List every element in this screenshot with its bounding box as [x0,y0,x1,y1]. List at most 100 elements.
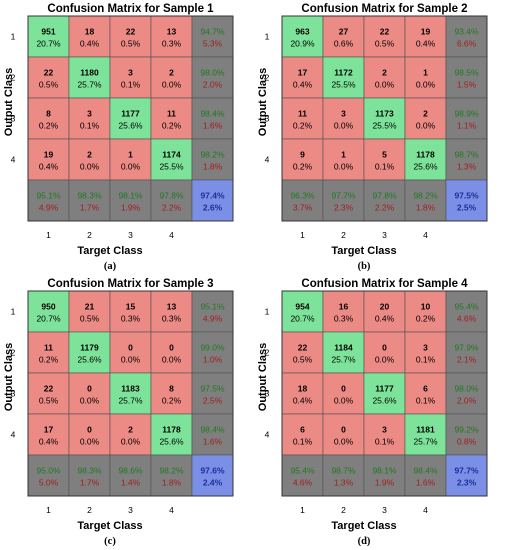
y-tick-label: 4 [265,155,270,165]
y-tick-label: 4 [265,430,270,440]
y-tick-label: 4 [11,155,16,165]
column-summary-cell [109,454,152,497]
x-tick-label: 2 [87,230,92,240]
off-diagonal-cell [68,138,111,181]
panel-label: (c) [104,536,116,547]
cell-value: 98.6% [118,466,143,476]
cell-value: 98.3% [77,191,102,201]
cell-value: 11 [298,109,307,119]
cell-percent: 25.5% [159,162,184,172]
column-summary-cell [404,179,447,222]
y-tick-label: 2 [11,73,16,83]
cell-value: 2 [423,109,428,119]
cell-value: 21 [85,302,95,312]
cell-value: 22 [126,27,136,37]
off-diagonal-cell [363,138,406,181]
confusion-matrix-panel-b: Confusion Matrix for Sample 2 963 20.9% 27 0… [254,0,507,275]
cell-value: 1181 [416,425,435,435]
cell-percent: 3.7% [293,203,313,213]
cell-value: 98.3% [77,466,102,476]
column-summary-cell [27,179,70,222]
cell-value: 2 [87,150,92,160]
cell-value: 17 [298,68,308,78]
off-diagonal-cell [150,56,193,99]
cell-percent: 0.8% [457,437,477,447]
diagonal-cell [404,413,447,456]
cell-value: 17 [44,425,54,435]
cell-percent: 1.7% [80,203,100,213]
cell-value: 18 [85,27,95,37]
off-diagonal-cell [27,56,70,99]
cell-value: 951 [41,27,55,37]
panel-label: (a) [104,261,117,272]
off-diagonal-cell [404,372,447,415]
cell-value: 3 [128,68,133,78]
cell-percent: 0.2% [39,121,59,131]
off-diagonal-cell [404,290,447,333]
y-tick-label: 3 [265,114,270,124]
off-diagonal-cell [27,331,70,374]
confusion-matrix-chart-a: Confusion Matrix for Sample 195120.7%180… [3,3,234,272]
off-diagonal-cell [109,138,152,181]
off-diagonal-cell [363,56,406,99]
row-summary-cell [191,331,234,374]
cell-value: 1183 [121,384,140,394]
x-axis-label: Target Class [77,245,142,257]
cell-value: 2 [169,68,174,78]
cell-percent: 0.1% [416,355,436,365]
off-diagonal-cell [281,331,324,374]
off-diagonal-cell [281,56,324,99]
cell-value: 97.6% [200,466,225,476]
y-tick-label: 4 [11,430,16,440]
cell-percent: 0.4% [293,80,313,90]
panel-label: (b) [358,261,371,272]
cell-value: 99.2% [454,425,479,435]
cell-percent: 25.5% [372,121,397,131]
cell-value: 98.1% [118,191,143,201]
y-tick-label: 2 [265,73,270,83]
cell-value: 0 [169,343,174,353]
row-summary-cell [445,372,488,415]
cell-value: 95.4% [454,302,479,312]
overall-accuracy-cell [445,179,488,222]
cell-percent: 1.6% [203,437,223,447]
cell-percent: 0.2% [162,121,182,131]
cell-percent: 0.5% [121,39,141,49]
x-tick-label: 4 [169,230,174,240]
cell-percent: 0.0% [375,355,395,365]
y-axis-label: Output Class [3,68,15,136]
off-diagonal-cell [109,290,152,333]
y-axis-label: Output Class [257,68,269,136]
off-diagonal-cell [109,56,152,99]
cell-percent: 0.3% [334,314,354,324]
column-summary-cell [109,179,152,222]
row-summary-cell [445,138,488,181]
cell-value: 1180 [80,68,99,78]
cell-value: 1179 [80,343,99,353]
cell-percent: 1.6% [416,478,436,488]
cell-percent: 0.0% [80,437,100,447]
cell-percent: 4.6% [457,314,477,324]
off-diagonal-cell [109,413,152,456]
cell-percent: 0.2% [293,162,313,172]
cell-percent: 25.5% [331,80,356,90]
y-axis-label: Output Class [3,343,15,411]
cell-percent: 0.1% [375,162,395,172]
cell-percent: 20.7% [36,314,61,324]
cell-percent: 5.0% [39,478,59,488]
off-diagonal-cell [68,97,111,140]
cell-value: 3 [423,343,428,353]
cell-percent: 0.3% [162,314,182,324]
cell-value: 3 [382,425,387,435]
diagonal-cell [281,290,324,333]
overall-accuracy-cell [191,454,234,497]
chart-title: Confusion Matrix for Sample 2 [301,3,467,15]
confusion-matrix-chart-b: Confusion Matrix for Sample 2 963 20.9% 27 0… [257,3,488,272]
off-diagonal-cell [150,97,193,140]
cell-value: 0 [87,425,92,435]
column-summary-cell [363,179,406,222]
cell-percent: 0.5% [39,80,59,90]
x-axis-label: Target Class [331,245,396,257]
cell-value: 98.4% [200,109,225,119]
off-diagonal-cell [27,97,70,140]
